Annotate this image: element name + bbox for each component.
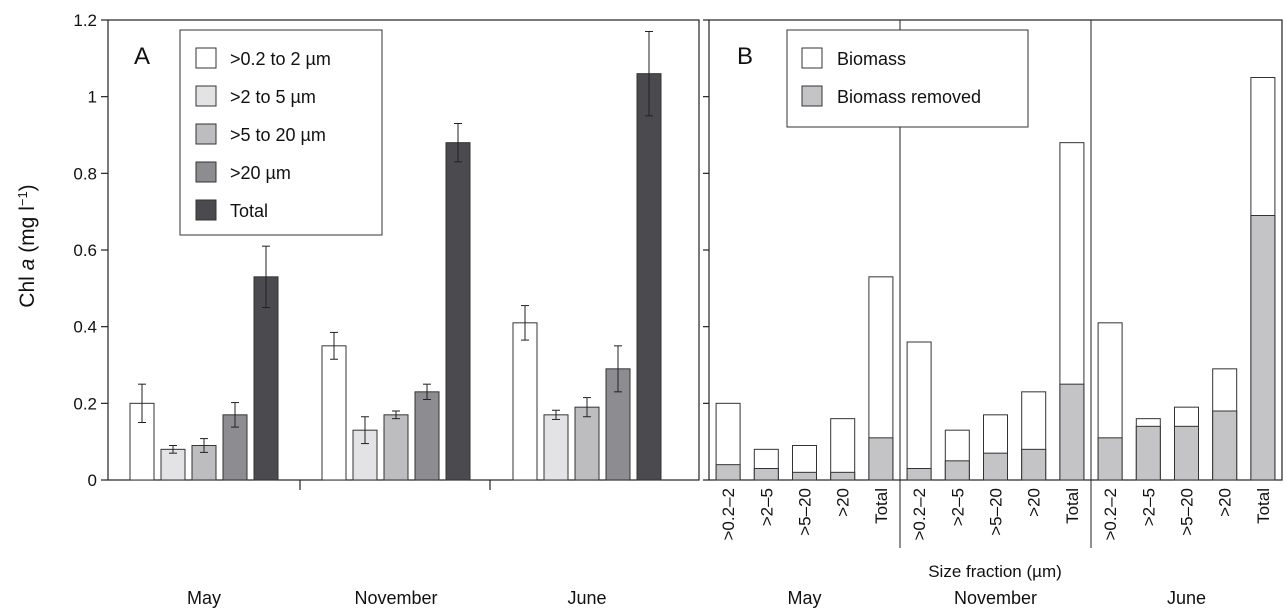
bar-biomass-removed: [1021, 448, 1047, 481]
y-tick-label: 0.2: [73, 394, 97, 413]
x-tick-label: >20: [1025, 488, 1044, 517]
legend-swatch: [195, 199, 217, 221]
bar-biomass-removed: [944, 460, 970, 481]
x-tick-label: >5–20: [796, 488, 815, 536]
group-label: November: [954, 588, 1037, 608]
bar: [543, 414, 569, 481]
panel-b-group-labels: May November June: [787, 588, 1206, 608]
panel-b-x-axis-label: Size fraction (µm): [928, 562, 1062, 581]
legend-swatch: [195, 85, 217, 107]
x-tick-label: Total: [1254, 488, 1273, 524]
legend-label: >2 to 5 µm: [230, 87, 316, 107]
bar-biomass-removed: [1250, 215, 1276, 481]
legend-label: Biomass removed: [837, 87, 981, 107]
y-tick-label: 1: [88, 88, 97, 107]
x-category-label: November: [354, 588, 437, 608]
panel-a-legend: >0.2 to 2 µm >2 to 5 µm >5 to 20 µm >20 µm T…: [179, 29, 383, 236]
panel-a-x-categories: May November June: [187, 480, 607, 608]
bar: [253, 276, 279, 481]
x-tick-label: >0.2–2: [1101, 488, 1120, 540]
legend-swatch: [801, 85, 823, 107]
bar: [636, 73, 662, 481]
y-tick-label: 0: [88, 471, 97, 490]
x-tick-label: Total: [872, 488, 891, 524]
legend-label: >0.2 to 2 µm: [230, 49, 331, 69]
panel-b-bars: [715, 77, 1276, 481]
legend-swatch: [195, 123, 217, 145]
bar-biomass: [830, 418, 856, 481]
legend-label: Biomass: [837, 49, 906, 69]
bar-biomass-removed: [753, 468, 779, 481]
x-category-label: May: [187, 588, 221, 608]
panel-a-y-ticks: 0 0.2 0.4 0.6 0.8 1 1.2: [73, 11, 108, 490]
bar-biomass-removed: [1174, 425, 1199, 481]
bar: [445, 142, 471, 481]
panel-b-letter: B: [737, 43, 753, 70]
x-tick-label: >2–5: [948, 488, 967, 526]
bar: [574, 406, 600, 481]
x-category-label: June: [567, 588, 606, 608]
panel-b: >0.2–2 >2–5 >5–20 >20 Total >0.2–2 >2–5 >5–20 >2…: [703, 19, 1283, 608]
legend-swatch: [801, 47, 823, 69]
legend-swatch: [195, 161, 217, 183]
x-tick-label: >20: [1216, 488, 1235, 517]
bar: [160, 448, 186, 481]
y-tick-label: 0.4: [73, 318, 97, 337]
y-tick-label: 0.6: [73, 241, 97, 260]
panel-a: 0 0.2 0.4 0.6 0.8 1 1.2 May November June A >0.2…: [73, 11, 700, 608]
bar: [383, 414, 409, 481]
panel-b-legend: Biomass Biomass removed: [786, 29, 1029, 128]
bar-biomass-removed: [1135, 425, 1161, 481]
bar-biomass-removed: [792, 471, 817, 481]
panel-b-x-categories: >0.2–2 >2–5 >5–20 >20 Total >0.2–2 >2–5 >5–20 >2…: [719, 488, 1273, 540]
legend-label: >20 µm: [230, 163, 291, 183]
y-tick-label: 1.2: [73, 11, 97, 30]
bar: [321, 345, 347, 481]
x-tick-label: >0.2–2: [910, 488, 929, 540]
legend-label: Total: [230, 201, 268, 221]
legend-box: [786, 29, 1029, 128]
legend-label: >5 to 20 µm: [230, 125, 326, 145]
x-tick-label: Total: [1063, 488, 1082, 524]
panel-a-bars: [129, 31, 662, 481]
group-label: May: [787, 588, 821, 608]
bar: [512, 322, 538, 481]
legend-swatch: [195, 47, 217, 69]
x-tick-label: >5–20: [987, 488, 1006, 536]
bar-biomass-removed: [1097, 437, 1123, 481]
bar-biomass: [906, 341, 932, 481]
x-tick-label: >5–20: [1178, 488, 1197, 536]
panel-b-y-ticks: [703, 19, 709, 481]
panel-a-letter: A: [134, 43, 150, 70]
x-tick-label: >2–5: [757, 488, 776, 526]
x-tick-label: >20: [834, 488, 853, 517]
bar-biomass-removed: [868, 437, 894, 481]
bar-biomass-removed: [715, 464, 741, 481]
bar-biomass-removed: [906, 468, 932, 481]
x-tick-label: >2–5: [1139, 488, 1158, 526]
y-axis-label: Chl a (mg l−1): [15, 184, 39, 307]
bar-biomass-removed: [1059, 383, 1085, 481]
bar-biomass-removed: [1212, 410, 1238, 481]
bar-biomass-removed: [983, 452, 1008, 481]
y-tick-label: 0.8: [73, 164, 97, 183]
bar-biomass-removed: [830, 471, 856, 481]
x-tick-label: >0.2–2: [719, 488, 738, 540]
group-label: June: [1167, 588, 1206, 608]
bar: [414, 391, 440, 481]
